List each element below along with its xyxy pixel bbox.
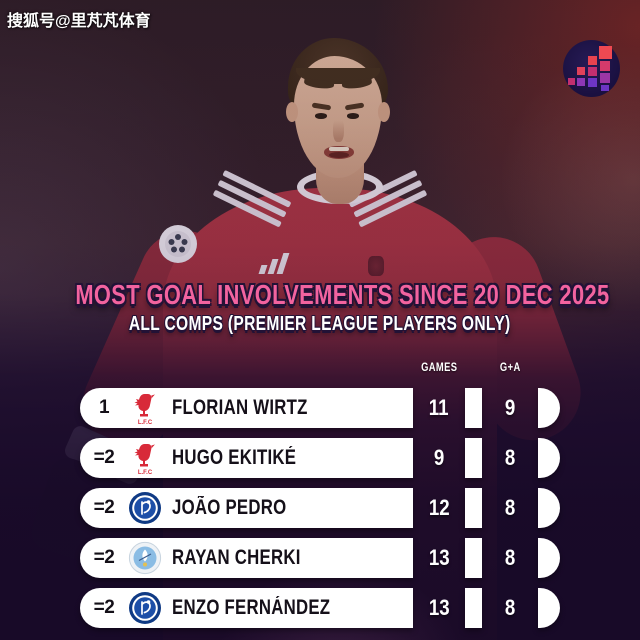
player-pill: 1 FLORIAN WIRTZ bbox=[80, 388, 413, 428]
row-separator bbox=[465, 538, 482, 578]
table-row: =2 HUGO EKITIKÉ 9 8 bbox=[80, 438, 560, 478]
rank-label: =2 bbox=[93, 497, 115, 518]
table-row: =2 RAYAN CHERKI 13 8 bbox=[80, 538, 560, 578]
games-cell: 11 bbox=[429, 395, 449, 420]
player-name: ENZO FERNÁNDEZ bbox=[172, 596, 331, 619]
rank-label: =2 bbox=[93, 597, 115, 618]
games-cell: 13 bbox=[428, 595, 450, 620]
liverpool-crest-icon bbox=[128, 441, 162, 475]
ga-cell: 8 bbox=[504, 595, 516, 620]
rank-label: =2 bbox=[93, 547, 115, 568]
rank-label: =2 bbox=[93, 447, 115, 468]
column-header-games: GAMES bbox=[420, 360, 458, 374]
games-cell: 12 bbox=[428, 495, 450, 520]
row-end-cap bbox=[538, 488, 560, 528]
row-separator bbox=[465, 588, 482, 628]
chelsea-crest-icon bbox=[128, 591, 162, 625]
player-name: FLORIAN WIRTZ bbox=[172, 396, 308, 419]
player-name: HUGO EKITIKÉ bbox=[172, 446, 297, 469]
row-end-cap bbox=[538, 588, 560, 628]
table-row: =2 ENZO FERNÁNDEZ 13 8 bbox=[80, 588, 560, 628]
player-pill: =2 JOÃO PEDRO bbox=[80, 488, 413, 528]
player-name: RAYAN CHERKI bbox=[172, 546, 301, 569]
row-separator bbox=[465, 438, 482, 478]
club-crest-on-shirt bbox=[368, 256, 384, 276]
games-cell: 9 bbox=[433, 445, 445, 470]
ga-cell: 9 bbox=[504, 395, 516, 420]
player-pill: =2 HUGO EKITIKÉ bbox=[80, 438, 413, 478]
player-pill: =2 RAYAN CHERKI bbox=[80, 538, 413, 578]
rank-label: 1 bbox=[98, 397, 110, 418]
row-separator bbox=[465, 488, 482, 528]
ucl-starball-patch-icon bbox=[158, 224, 198, 264]
ga-cell: 8 bbox=[504, 545, 516, 570]
page-subtitle: ALL COMPS (PREMIER LEAGUE PLAYERS ONLY) bbox=[129, 313, 511, 335]
player-pill: =2 ENZO FERNÁNDEZ bbox=[80, 588, 413, 628]
row-end-cap bbox=[538, 388, 560, 428]
liverpool-crest-icon bbox=[128, 391, 162, 425]
leaderboard: 1 FLORIAN WIRTZ 11 9 =2 HUGO EKITIKÉ 9 8… bbox=[80, 388, 560, 628]
sohu-watermark: 搜狐号@里芃芃体育 bbox=[7, 13, 151, 30]
table-row: =2 JOÃO PEDRO 12 8 bbox=[80, 488, 560, 528]
rising-blocks-stats-logo-icon bbox=[563, 40, 620, 97]
row-end-cap bbox=[538, 538, 560, 578]
player-name: JOÃO PEDRO bbox=[172, 496, 287, 519]
table-row: 1 FLORIAN WIRTZ 11 9 bbox=[80, 388, 560, 428]
player-head bbox=[286, 38, 390, 186]
column-header-ga: G+A bbox=[499, 360, 521, 374]
games-cell: 13 bbox=[428, 545, 450, 570]
page-title: MOST GOAL INVOLVEMENTS SINCE 20 DEC 2025 bbox=[75, 279, 610, 310]
ga-cell: 8 bbox=[504, 445, 516, 470]
ga-cell: 8 bbox=[504, 495, 516, 520]
chelsea-crest-icon bbox=[128, 491, 162, 525]
row-separator bbox=[465, 388, 482, 428]
row-end-cap bbox=[538, 438, 560, 478]
adidas-logo-icon bbox=[258, 252, 292, 274]
mancity-crest-icon bbox=[128, 541, 162, 575]
